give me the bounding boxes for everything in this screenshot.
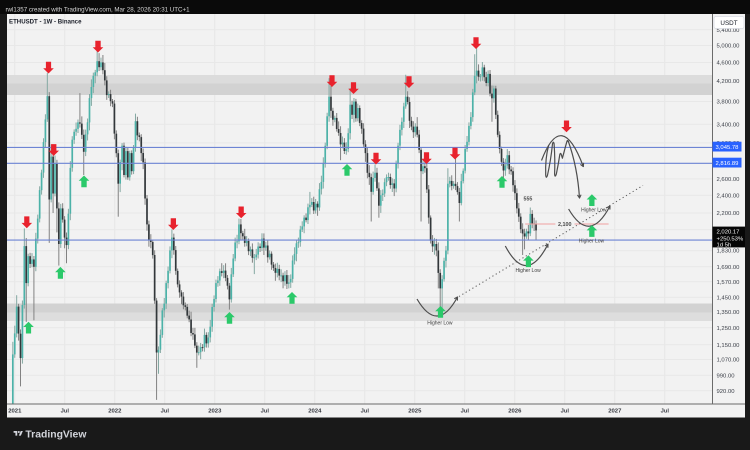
svg-text:1d 5h: 1d 5h [717, 243, 732, 249]
svg-text:rwl1357 created with TradingVi: rwl1357 created with TradingView.com, Ma… [6, 7, 191, 14]
svg-text:1,070.00: 1,070.00 [717, 358, 741, 364]
svg-text:Jul: Jul [261, 408, 270, 414]
svg-text:1,350.00: 1,350.00 [717, 310, 741, 316]
svg-text:1,150.00: 1,150.00 [717, 343, 741, 349]
svg-text:1,570.00: 1,570.00 [717, 280, 741, 286]
svg-text:5,000.00: 5,000.00 [717, 44, 741, 50]
svg-text:555: 555 [524, 196, 533, 202]
svg-text:Jul: Jul [661, 408, 670, 414]
svg-text:Higher Low: Higher Low [581, 208, 607, 214]
svg-text:2022: 2022 [108, 408, 122, 414]
svg-text:2027: 2027 [608, 408, 622, 414]
svg-text:2,400.00: 2,400.00 [717, 193, 741, 199]
svg-text:+250.53%: +250.53% [717, 237, 744, 243]
svg-text:Jul: Jul [461, 408, 470, 414]
svg-text:ETHUSDT - 1W - Binance: ETHUSDT - 1W - Binance [9, 19, 82, 26]
svg-text:1,450.00: 1,450.00 [717, 296, 741, 302]
svg-text:Higher Low: Higher Low [515, 268, 541, 274]
svg-text:Higher Low: Higher Low [427, 320, 453, 326]
svg-text:3,400.00: 3,400.00 [717, 122, 741, 128]
svg-text:5,400.00: 5,400.00 [717, 28, 741, 34]
svg-text:2024: 2024 [308, 408, 322, 414]
svg-text:3,045.78: 3,045.78 [716, 145, 740, 151]
svg-text:4,200.00: 4,200.00 [717, 79, 741, 85]
svg-text:2021: 2021 [8, 408, 22, 414]
svg-text:2,020.17: 2,020.17 [717, 230, 740, 236]
svg-text:TradingView: TradingView [25, 430, 87, 441]
svg-text:Jul: Jul [161, 408, 170, 414]
svg-text:2,816.89: 2,816.89 [716, 161, 739, 167]
svg-text:USDT: USDT [720, 20, 737, 27]
svg-text:920.00: 920.00 [717, 389, 736, 395]
svg-text:1,250.00: 1,250.00 [717, 326, 741, 332]
svg-text:2,200.00: 2,200.00 [717, 211, 741, 217]
svg-text:2,100: 2,100 [558, 222, 572, 228]
svg-text:2025: 2025 [408, 408, 422, 414]
svg-text:Jul: Jul [61, 408, 70, 414]
svg-text:2,600.00: 2,600.00 [717, 177, 741, 183]
svg-text:1,830.00: 1,830.00 [717, 249, 741, 255]
svg-text:Jul: Jul [361, 408, 370, 414]
svg-text:4,600.00: 4,600.00 [717, 61, 741, 67]
svg-text:2023: 2023 [208, 408, 222, 414]
svg-text:3,800.00: 3,800.00 [717, 100, 741, 106]
svg-text:1,690.00: 1,690.00 [717, 265, 741, 271]
svg-text:2026: 2026 [508, 408, 522, 414]
svg-text:Jul: Jul [561, 408, 570, 414]
svg-text:990.00: 990.00 [717, 373, 736, 379]
svg-text:Higher Low: Higher Low [579, 238, 605, 244]
